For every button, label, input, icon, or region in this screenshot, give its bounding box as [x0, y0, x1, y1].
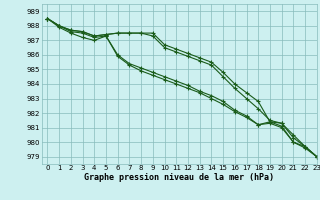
- X-axis label: Graphe pression niveau de la mer (hPa): Graphe pression niveau de la mer (hPa): [84, 173, 274, 182]
